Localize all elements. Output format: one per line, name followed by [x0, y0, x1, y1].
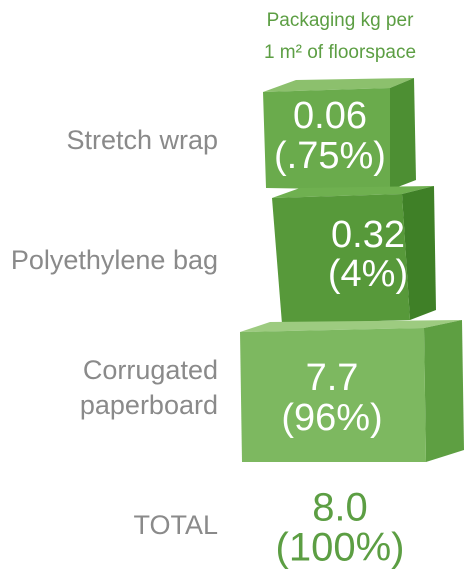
box [272, 186, 436, 324]
item-value: 0.32 [331, 214, 405, 256]
item-label: Corrugated [83, 355, 218, 385]
box-front [272, 194, 410, 324]
box-side [424, 320, 464, 462]
box-front [240, 328, 426, 462]
box [263, 78, 416, 190]
item-value: 7.7 [306, 357, 359, 399]
item-share: (96%) [281, 397, 382, 439]
box [240, 320, 464, 462]
item-label: Stretch wrap [66, 125, 218, 155]
box-top [272, 186, 434, 198]
box-side [402, 186, 436, 320]
total-share: (100%) [276, 526, 405, 570]
total-label: TOTAL [133, 510, 218, 540]
box-side [390, 78, 416, 190]
header-line: Packaging kg per [267, 10, 414, 31]
total-value: 8.0 [312, 486, 368, 530]
item-share: (.75%) [274, 135, 386, 177]
box-top [240, 320, 462, 332]
header-line: 1 m² of floorspace [264, 42, 416, 63]
box-front [263, 88, 390, 190]
item-label: Polyethylene bag [11, 245, 218, 275]
item-share: (4%) [328, 253, 408, 295]
item-label: paperboard [80, 390, 218, 420]
item-value: 0.06 [293, 95, 367, 137]
box-top [263, 78, 414, 92]
